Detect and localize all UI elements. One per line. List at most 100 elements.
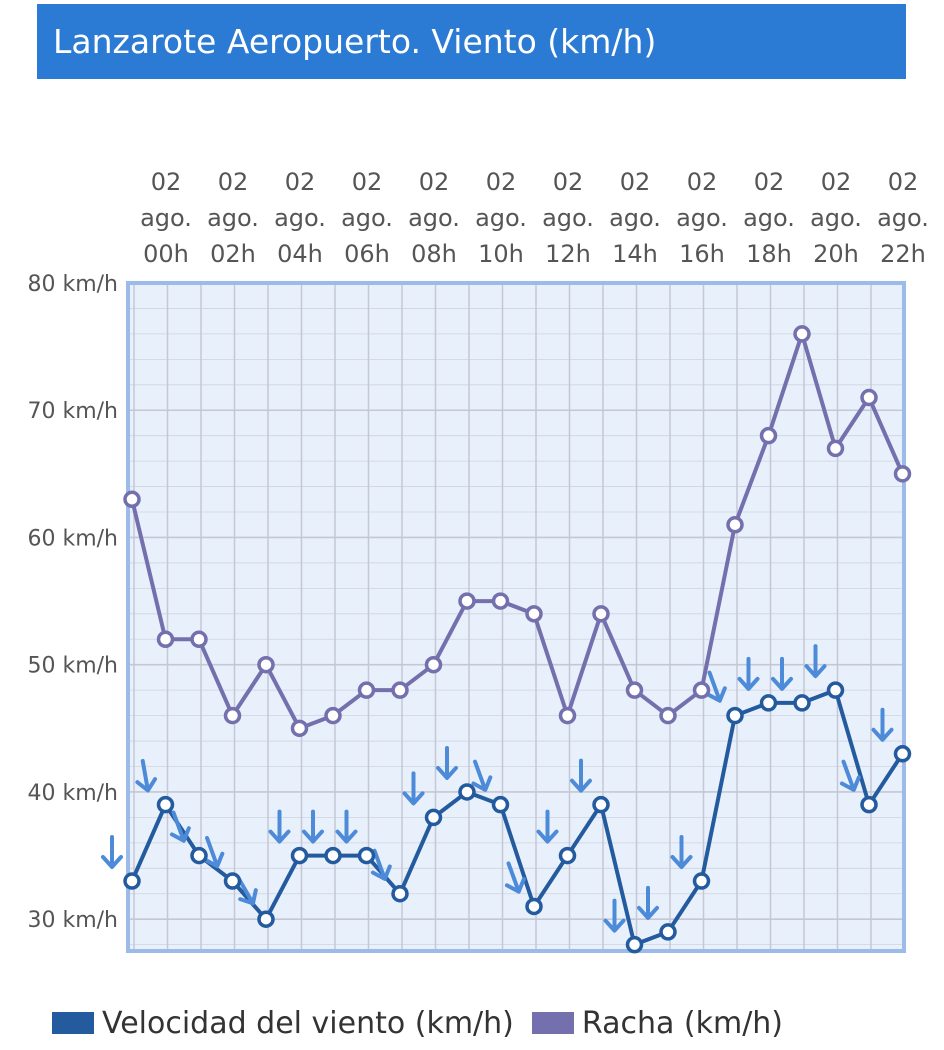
legend: Velocidad del viento (km/h) Racha (km/h) bbox=[52, 1000, 801, 1046]
wind-direction-arrow-17 bbox=[670, 835, 693, 870]
point-gust-23 bbox=[893, 465, 912, 483]
wind-chart: 02 ago. 00h 02 ago. 02h 02 ago. 04h 02 ago. 06h 02 ag… bbox=[27, 168, 929, 954]
point-gust-2 bbox=[190, 630, 208, 649]
point-speed-21 bbox=[826, 681, 845, 699]
point-speed-22 bbox=[860, 795, 878, 814]
point-gust-12 bbox=[525, 605, 543, 623]
x-tick-label-5: 02 ago. 10h bbox=[475, 168, 527, 268]
point-speed-16 bbox=[659, 923, 677, 941]
point-gust-11 bbox=[491, 592, 510, 610]
point-speed-1 bbox=[156, 795, 175, 814]
y-tick-label-5: 80 km/h bbox=[27, 272, 118, 297]
plot-border bbox=[126, 281, 906, 953]
point-speed-11 bbox=[491, 795, 510, 814]
wind-direction-arrow-10 bbox=[436, 745, 458, 780]
wind-direction-arrow-9 bbox=[402, 771, 425, 806]
wind-direction-arrow-1 bbox=[135, 758, 158, 793]
x-tick-label-6: 02 ago. 12h bbox=[542, 168, 594, 268]
wind-direction-arrow-11 bbox=[471, 759, 493, 792]
point-speed-4 bbox=[257, 910, 275, 928]
wind-direction-arrow-19 bbox=[737, 656, 760, 691]
point-gust-9 bbox=[424, 655, 443, 674]
point-gust-21 bbox=[826, 439, 845, 458]
x-tick-label-3: 02 ago. 06h bbox=[341, 168, 393, 268]
wind-direction-arrow-18 bbox=[705, 670, 727, 703]
point-gust-4 bbox=[257, 655, 275, 674]
point-speed-14 bbox=[592, 795, 610, 814]
legend-swatch-gust bbox=[531, 1012, 574, 1034]
point-gust-6 bbox=[324, 706, 342, 725]
wind-direction-arrow-7 bbox=[335, 809, 358, 844]
point-gust-18 bbox=[726, 516, 744, 534]
point-speed-13 bbox=[558, 846, 577, 865]
point-speed-9 bbox=[424, 808, 443, 827]
wind-direction-arrow-22 bbox=[839, 759, 861, 792]
point-gust-15 bbox=[625, 681, 644, 699]
wind-direction-arrow-5 bbox=[268, 809, 291, 844]
legend-item-gust[interactable]: Racha (km/h) bbox=[531, 1005, 784, 1041]
point-speed-5 bbox=[290, 846, 309, 865]
point-speed-2 bbox=[190, 846, 208, 865]
point-gust-1 bbox=[156, 630, 175, 649]
y-tick-label-4: 70 km/h bbox=[27, 399, 118, 424]
wind-direction-arrow-2 bbox=[169, 810, 191, 843]
legend-item-speed[interactable]: Velocidad del viento (km/h) bbox=[52, 1006, 514, 1041]
x-tick-label-7: 02 ago. 14h bbox=[609, 168, 661, 268]
x-tick-label-4: 02 ago. 08h bbox=[408, 168, 460, 268]
point-speed-10 bbox=[458, 783, 476, 801]
point-gust-16 bbox=[659, 706, 677, 725]
chart-title: Lanzarote Aeropuerto. Viento (km/h) bbox=[37, 4, 906, 79]
point-speed-23 bbox=[893, 745, 912, 763]
wind-direction-arrow-21 bbox=[804, 644, 827, 679]
y-tick-label-3: 60 km/h bbox=[27, 526, 118, 551]
point-speed-6 bbox=[324, 846, 342, 865]
x-tick-label-10: 02 ago. 20h bbox=[810, 168, 862, 268]
wind-direction-arrow-3 bbox=[203, 835, 225, 869]
y-tick-label-0: 30 km/h bbox=[27, 908, 118, 933]
series-line-gust bbox=[130, 331, 905, 731]
x-tick-label-11: 02 ago. 22h bbox=[877, 168, 929, 268]
wind-direction-arrow-12 bbox=[504, 861, 526, 894]
wind-direction-arrow-16 bbox=[637, 885, 659, 920]
point-gust-0 bbox=[123, 490, 141, 509]
point-speed-12 bbox=[525, 897, 543, 916]
point-gust-20 bbox=[793, 325, 811, 343]
wind-direction-arrow-20 bbox=[771, 656, 793, 691]
x-tick-label-1: 02 ago. 02h bbox=[207, 168, 259, 268]
y-tick-label-1: 40 km/h bbox=[27, 781, 118, 806]
point-gust-5 bbox=[290, 719, 309, 738]
point-speed-20 bbox=[793, 694, 811, 712]
point-speed-8 bbox=[391, 884, 409, 903]
point-speed-15 bbox=[625, 935, 644, 954]
point-gust-19 bbox=[759, 426, 778, 445]
point-speed-18 bbox=[726, 706, 744, 725]
point-speed-0 bbox=[123, 872, 141, 890]
point-speed-7 bbox=[357, 846, 376, 865]
wind-direction-arrow-23 bbox=[871, 707, 894, 742]
plot-area bbox=[128, 283, 904, 951]
point-gust-17 bbox=[692, 681, 711, 699]
point-gust-7 bbox=[357, 681, 376, 699]
wind-direction-arrow-13 bbox=[536, 809, 559, 844]
point-gust-13 bbox=[558, 706, 577, 725]
wind-direction-arrow-0 bbox=[101, 835, 123, 870]
wind-direction-arrow-8 bbox=[370, 848, 392, 881]
point-speed-17 bbox=[692, 872, 711, 890]
point-gust-14 bbox=[592, 605, 610, 623]
wind-direction-arrow-6 bbox=[302, 809, 324, 844]
point-speed-3 bbox=[223, 872, 242, 890]
wind-direction-arrow-14 bbox=[570, 758, 592, 793]
point-gust-22 bbox=[860, 388, 878, 407]
x-tick-label-0: 02 ago. 00h bbox=[140, 168, 192, 268]
x-tick-label-8: 02 ago. 16h bbox=[676, 168, 728, 268]
point-gust-3 bbox=[223, 706, 242, 725]
point-speed-19 bbox=[759, 694, 778, 712]
x-tick-label-9: 02 ago. 18h bbox=[743, 168, 795, 268]
x-tick-label-2: 02 ago. 04h bbox=[274, 168, 326, 268]
legend-label-gust: Racha (km/h) bbox=[581, 1005, 784, 1041]
point-gust-10 bbox=[458, 592, 476, 610]
legend-label-speed: Velocidad del viento (km/h) bbox=[102, 1005, 514, 1041]
legend-swatch-speed bbox=[52, 1012, 94, 1034]
point-gust-8 bbox=[391, 681, 409, 699]
y-tick-label-2: 50 km/h bbox=[27, 654, 118, 679]
